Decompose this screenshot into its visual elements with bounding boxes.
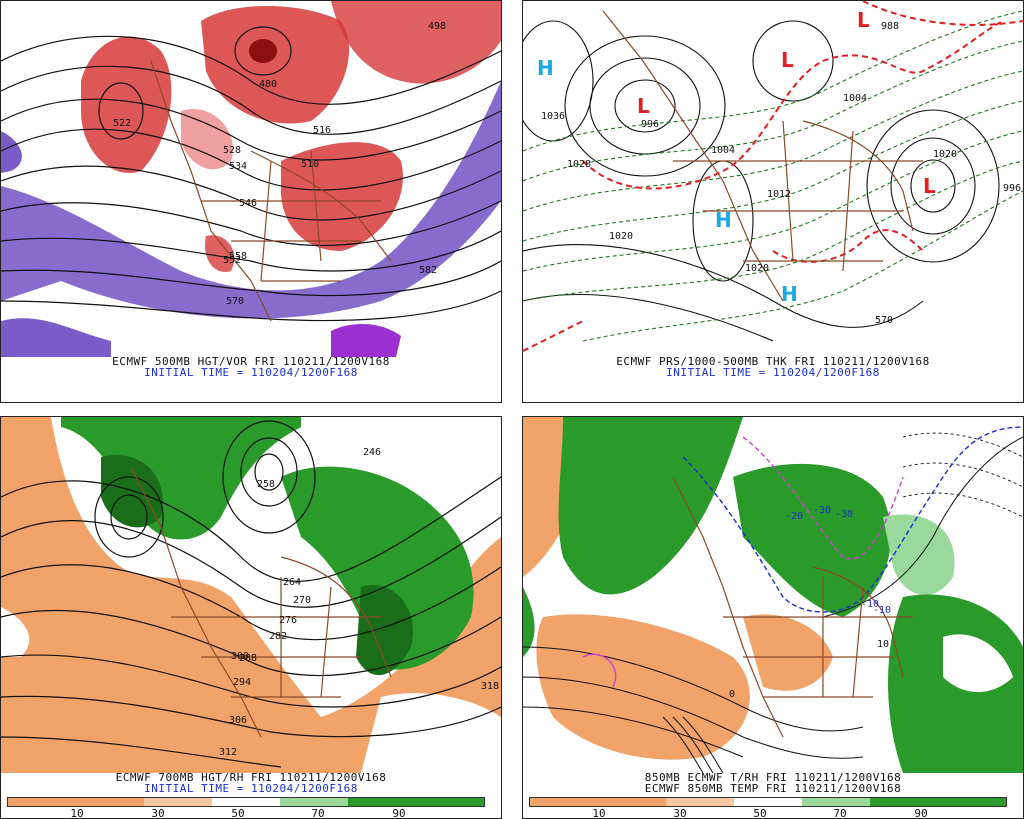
- contour-label: 1020: [745, 263, 769, 274]
- contour-label: 282: [269, 631, 287, 642]
- contour-label: 1012: [767, 189, 791, 200]
- colorbar-tick: 70: [833, 807, 847, 819]
- humidity-700-map: 264 270 276 282 288 294 300 306 312 318 258 246: [1, 417, 501, 773]
- contour-label: 1004: [711, 145, 735, 156]
- colorbar-tick: 70: [311, 807, 325, 819]
- panel-500mb-vorticity: 522 528 534 546 552 558 570 582 498 480 510 516 ECM…: [0, 0, 502, 403]
- high-pressure-marker: H: [537, 56, 554, 80]
- contour-label: 1004: [843, 93, 867, 104]
- contour-label: 1036: [541, 111, 565, 122]
- high-pressure-marker: H: [715, 208, 732, 232]
- humidity-colorbar: [7, 797, 485, 807]
- contour-label: 0: [729, 689, 735, 700]
- initial-time-label: INITIAL TIME = 110204/1200F168: [144, 366, 358, 379]
- contour-label: 10: [877, 639, 889, 650]
- panel-subcaption: ECMWF 850MB TEMP FRI 110211/1200V168: [644, 782, 902, 795]
- low-pressure-marker: L: [781, 48, 794, 72]
- panel-850mb-temperature: -20 -10 0 -10 -30 -30 10 850MB ECMWF T/RH FRI …: [522, 416, 1024, 819]
- contour-label: 996: [1003, 183, 1021, 194]
- contour-label: 1028: [567, 159, 591, 170]
- panel-700mb-humidity: 264 270 276 282 288 294 300 306 312 318 258 246 ECM…: [0, 416, 502, 819]
- contour-label: 480: [259, 79, 277, 90]
- contour-label: 294: [233, 677, 251, 688]
- pressure-map: H L L L H H L 1036 1020 1028 996 1004 1012 102…: [523, 1, 1023, 352]
- contour-label: 522: [113, 118, 131, 129]
- initial-time-label: INITIAL TIME = 110204/1200F168: [144, 782, 358, 795]
- panel-caption: 850MB ECMWF T/RH FRI 110211/1200V168: [644, 771, 902, 784]
- contour-label: 534: [229, 161, 247, 172]
- panel-pressure-thickness: H L L L H H L 1036 1020 1028 996 1004 1012 102…: [522, 0, 1024, 403]
- contour-label: 516: [313, 125, 331, 136]
- initial-time-label: INITIAL TIME = 110204/1200F168: [666, 366, 880, 379]
- contour-label: 246: [363, 447, 381, 458]
- low-pressure-marker: L: [857, 8, 870, 32]
- contour-label: -10: [873, 605, 891, 616]
- panel-caption: ECMWF 500MB HGT/VOR FRI 110211/1200V168: [112, 355, 390, 368]
- contour-label: 528: [223, 145, 241, 156]
- contour-label: 306: [229, 715, 247, 726]
- contour-label: 558: [229, 251, 247, 262]
- contour-label: 288: [239, 653, 257, 664]
- contour-label: 270: [293, 595, 311, 606]
- contour-label: 498: [428, 21, 446, 32]
- contour-label: 264: [283, 577, 301, 588]
- low-pressure-marker: L: [637, 94, 650, 118]
- contour-label: 1020: [609, 231, 633, 242]
- contour-label: 552: [223, 255, 241, 266]
- contour-label: 582: [419, 265, 437, 276]
- contour-label: 276: [279, 615, 297, 626]
- contour-label: -20: [785, 511, 803, 522]
- contour-label: 300: [231, 651, 249, 662]
- contour-label: 258: [257, 479, 275, 490]
- contour-label: 570: [875, 315, 893, 326]
- contour-label: 988: [881, 21, 899, 32]
- contour-label: -30: [813, 505, 831, 516]
- colorbar-tick: 90: [392, 807, 406, 819]
- temperature-850-map: -20 -10 0 -10 -30 -30 10: [523, 417, 1023, 773]
- colorbar-tick: 10: [592, 807, 606, 819]
- colorbar-tick: 30: [151, 807, 165, 819]
- low-pressure-marker: L: [923, 174, 936, 198]
- high-pressure-marker: H: [781, 282, 798, 306]
- contour-label: -10: [861, 599, 879, 610]
- humidity-colorbar: [529, 797, 1007, 807]
- contour-label: 510: [301, 159, 319, 170]
- contour-label: 318: [481, 681, 499, 692]
- colorbar-tick: 30: [673, 807, 687, 819]
- panel-caption: ECMWF PRS/1000-500MB THK FRI 110211/1200…: [616, 355, 930, 368]
- contour-label: 1020: [933, 149, 957, 160]
- contour-label: 570: [226, 296, 244, 307]
- colorbar-tick: 50: [753, 807, 767, 819]
- contour-label: 996: [641, 119, 659, 130]
- panel-caption: ECMWF 700MB HGT/RH FRI 110211/1200V168: [115, 771, 387, 784]
- colorbar-tick: 10: [70, 807, 84, 819]
- colorbar-tick: 90: [914, 807, 928, 819]
- contour-label: -30: [835, 509, 853, 520]
- colorbar-tick: 50: [231, 807, 245, 819]
- contour-label: 312: [219, 747, 237, 758]
- contour-label: 546: [239, 198, 257, 209]
